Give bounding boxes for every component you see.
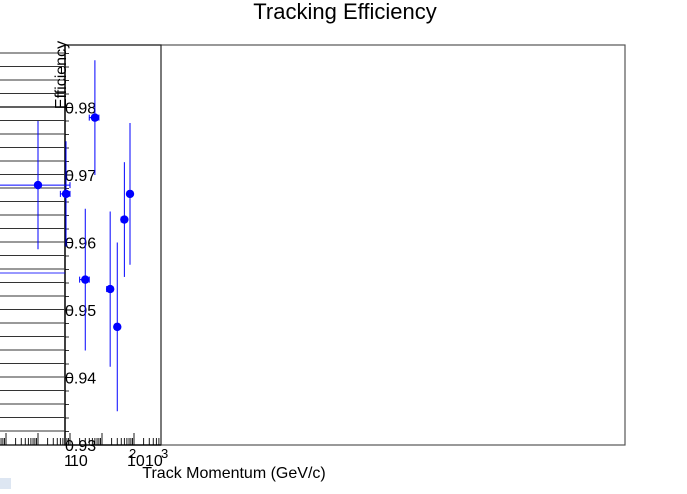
overflow-axis-lines	[0, 52, 65, 432]
corner-marker	[0, 478, 11, 489]
data-marker	[90, 113, 100, 122]
data-point	[59, 141, 71, 247]
data-marker	[120, 215, 129, 224]
data-marker	[113, 322, 122, 332]
data-point	[79, 208, 90, 351]
x-axis-ticks: 110 102 103	[0, 433, 168, 470]
y-axis-label: Efficiency	[53, 41, 70, 109]
y-axis-ticks: 0.93 0.94 0.95 0.96 0.97 0.98	[65, 53, 96, 455]
x-tick-label: 3	[161, 446, 168, 461]
data-marker	[61, 189, 71, 199]
data-point	[120, 162, 129, 277]
y-tick-label: 0.95	[65, 303, 96, 320]
y-tick-label: 0.93	[65, 438, 96, 455]
data-marker	[81, 275, 90, 284]
x-tick-label: 2	[129, 446, 136, 461]
x-axis-label: Track Momentum (GeV/c)	[142, 465, 325, 482]
x-tick-label: 10	[70, 453, 88, 470]
data-marker	[125, 189, 135, 199]
data-point	[105, 211, 115, 367]
data-marker	[33, 180, 43, 190]
x-tick-label: 10	[145, 453, 163, 470]
data-point	[113, 242, 122, 412]
outer-frame	[64, 44, 626, 446]
data-points	[0, 60, 135, 412]
y-tick-label: 0.96	[65, 236, 96, 253]
chart-title: Tracking Efficiency	[253, 0, 436, 24]
data-point	[0, 121, 71, 250]
x-tick-label: 1	[64, 453, 73, 470]
data-point	[125, 123, 135, 265]
data-point	[88, 60, 100, 175]
data-marker	[105, 284, 115, 294]
y-tick-label: 0.94	[65, 371, 96, 388]
y-tick-label: 0.98	[65, 101, 96, 118]
x-tick-label: 10	[127, 453, 145, 470]
y-tick-label: 0.97	[65, 168, 96, 185]
